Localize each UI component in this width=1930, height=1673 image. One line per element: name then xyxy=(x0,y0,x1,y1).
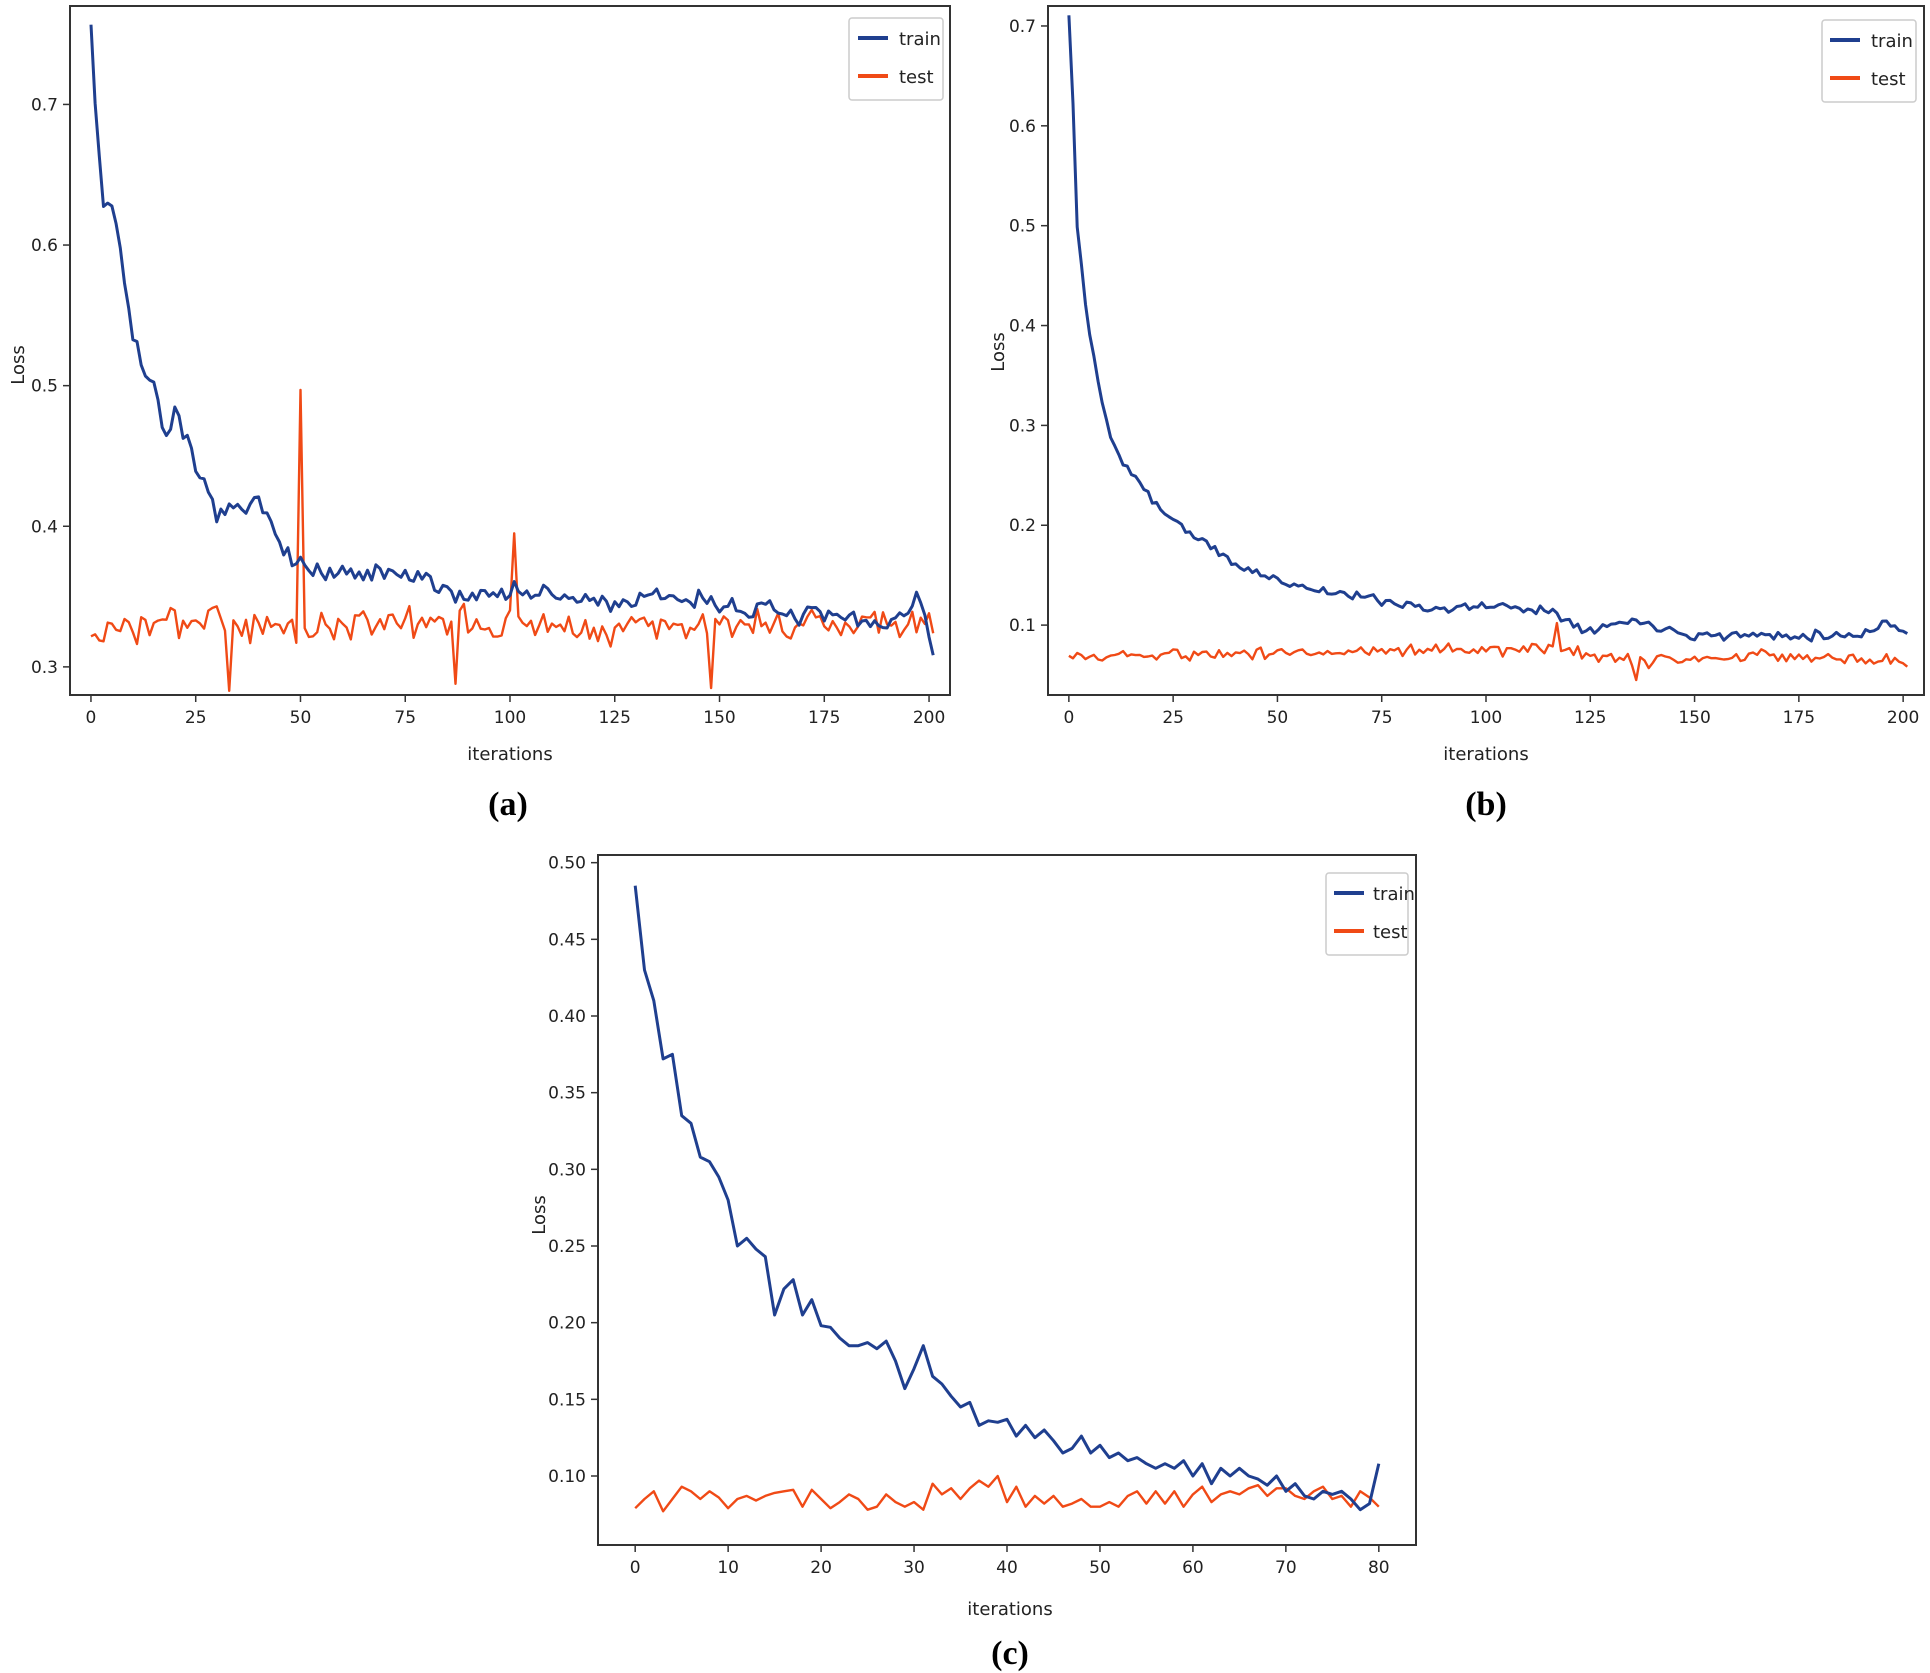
series-lines xyxy=(633,885,1381,1513)
chart-panel-c: 0 10 20 30 40 50 60 70 80 0.100.150.200.250.300.… xyxy=(529,854,1417,1672)
x-tick-label: 75 xyxy=(394,708,416,728)
y-tick-label: 0.40 xyxy=(548,1007,586,1027)
x-tick-label: 125 xyxy=(1574,708,1606,728)
x-tick-label: 150 xyxy=(1678,708,1710,728)
plot-frame xyxy=(597,854,1417,1546)
y-tick-label: 0.1 xyxy=(1009,616,1036,636)
y-tick-label: 0.5 xyxy=(31,377,58,397)
y-tick-label: 0.30 xyxy=(548,1160,586,1180)
panel-label-a: (a) xyxy=(488,786,528,823)
y-tick-label: 0.7 xyxy=(1009,17,1036,37)
legend-label-test: test xyxy=(899,67,934,88)
x-axis-label: iterations xyxy=(467,744,552,765)
y-tick-label: 0.45 xyxy=(548,930,586,950)
y-ticks: 0.10 0.15 0.20 0.25 0.30 0.35 0.40 0.45 0.50 xyxy=(548,854,598,1487)
legend: train test xyxy=(1325,872,1415,956)
chart-panel-a: 0 25 50 75 100 125 150 175 200 0.3 0.4 0.5 0.6 0.7 t… xyxy=(8,5,951,823)
train-series-line xyxy=(89,24,935,656)
y-ticks: 0.3 0.4 0.5 0.6 0.7 xyxy=(31,95,70,678)
legend-label-train: train xyxy=(899,29,941,50)
x-tick-label: 0 xyxy=(86,708,97,728)
y-tick-label: 0.5 xyxy=(1009,217,1036,237)
y-tick-label: 0.3 xyxy=(1009,416,1036,436)
x-tick-label: 125 xyxy=(599,708,631,728)
x-tick-label: 100 xyxy=(1470,708,1502,728)
x-tick-label: 0 xyxy=(1063,708,1074,728)
x-tick-label: 175 xyxy=(1783,708,1815,728)
x-tick-label: 50 xyxy=(1089,1558,1111,1578)
legend-label-test: test xyxy=(1373,922,1408,943)
y-tick-label: 0.35 xyxy=(548,1084,586,1104)
test-series-line xyxy=(634,1474,1380,1513)
x-tick-label: 75 xyxy=(1371,708,1393,728)
x-axis-label: iterations xyxy=(1443,744,1528,765)
y-tick-label: 0.10 xyxy=(548,1467,586,1487)
legend-label-train: train xyxy=(1871,31,1913,52)
x-ticks: 0 10 20 30 40 50 60 70 80 xyxy=(630,1545,1390,1578)
x-tick-label: 25 xyxy=(185,708,207,728)
x-tick-label: 175 xyxy=(808,708,840,728)
x-tick-label: 200 xyxy=(1887,708,1919,728)
y-axis-label: Loss xyxy=(988,332,1009,371)
x-tick-label: 80 xyxy=(1368,1558,1390,1578)
legend: train test xyxy=(848,17,944,101)
test-series-line xyxy=(90,388,935,692)
y-tick-label: 0.25 xyxy=(548,1237,586,1257)
x-tick-label: 0 xyxy=(630,1558,641,1578)
y-tick-label: 0.4 xyxy=(31,517,58,537)
y-tick-label: 0.20 xyxy=(548,1314,586,1334)
x-tick-label: 70 xyxy=(1275,1558,1297,1578)
y-tick-label: 0.7 xyxy=(31,95,58,115)
x-tick-label: 25 xyxy=(1162,708,1184,728)
y-tick-label: 0.4 xyxy=(1009,317,1036,337)
y-tick-label: 0.2 xyxy=(1009,516,1036,536)
x-tick-label: 50 xyxy=(1267,708,1289,728)
x-tick-label: 150 xyxy=(703,708,735,728)
x-axis-label: iterations xyxy=(967,1599,1052,1620)
y-tick-label: 0.50 xyxy=(548,854,586,874)
y-tick-label: 0.15 xyxy=(548,1390,586,1410)
x-ticks: 0 25 50 75 100 125 150 175 200 xyxy=(86,695,945,728)
legend: train test xyxy=(1821,19,1917,103)
panel-label-b: (b) xyxy=(1465,786,1507,823)
y-tick-label: 0.3 xyxy=(31,658,58,678)
x-tick-label: 100 xyxy=(494,708,526,728)
y-axis-label: Loss xyxy=(8,345,29,384)
x-tick-label: 20 xyxy=(810,1558,832,1578)
train-series-line xyxy=(1067,15,1909,643)
y-ticks: 0.1 0.2 0.3 0.4 0.5 0.6 0.7 xyxy=(1009,17,1048,636)
y-tick-label: 0.6 xyxy=(31,236,58,256)
y-tick-label: 0.6 xyxy=(1009,117,1036,137)
legend-label-train: train xyxy=(1373,884,1415,905)
x-tick-label: 200 xyxy=(913,708,945,728)
x-tick-label: 10 xyxy=(717,1558,739,1578)
series-lines xyxy=(1067,15,1909,682)
x-tick-label: 30 xyxy=(903,1558,925,1578)
train-series-line xyxy=(633,885,1381,1512)
y-axis-label: Loss xyxy=(529,1195,550,1234)
legend-label-test: test xyxy=(1871,69,1906,90)
panel-label-c: (c) xyxy=(991,1635,1029,1672)
x-tick-label: 60 xyxy=(1182,1558,1204,1578)
chart-panel-b: 0 25 50 75 100 125 150 175 200 0.10.20.30.40.50.… xyxy=(988,5,1925,823)
test-series-line xyxy=(1068,621,1909,682)
series-lines xyxy=(89,24,935,692)
x-tick-label: 40 xyxy=(996,1558,1018,1578)
plot-frame xyxy=(1047,5,1925,696)
x-tick-label: 50 xyxy=(290,708,312,728)
x-ticks: 0 25 50 75 100 125 150 175 200 xyxy=(1063,695,1919,728)
